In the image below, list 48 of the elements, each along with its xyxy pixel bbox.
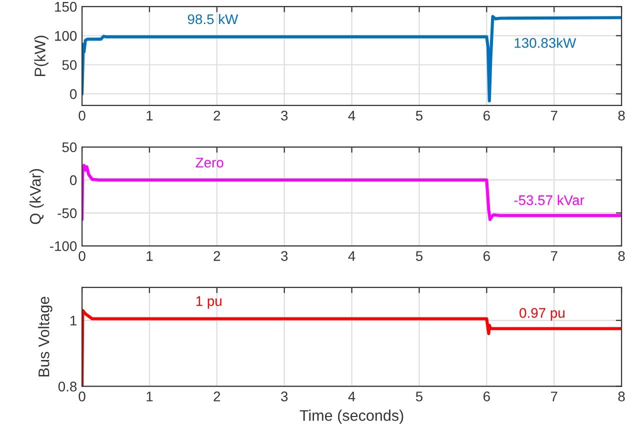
y-axis-title: Q (kVar) [30,169,44,224]
y-axis-title: Bus Voltage [38,296,52,376]
x-tick-label: 3 [281,251,288,261]
x-tick-label: 4 [348,110,356,120]
x-tick-label: 8 [618,251,625,261]
line-series [82,14,622,102]
x-tick-label: 6 [484,110,490,121]
x-tick-label: 1 [146,110,153,120]
x-tick-label: 8 [618,110,625,121]
y-tick-label: -100 [50,241,77,252]
y-axis-title: P(kW) [34,36,48,76]
x-tick-label: 4 [348,392,356,402]
x-tick-label: 5 [416,392,422,402]
x-tick-label: 6 [484,251,490,261]
y-tick-label: 50 [62,142,77,152]
annotation: 130.83kW [514,38,576,48]
annotation: -53.57 kVar [514,194,584,206]
x-tick-label: 7 [550,251,558,261]
x-tick-label: 1 [146,392,153,402]
annotation: Zero [196,158,224,168]
annotation: 98.5 kW [188,14,238,24]
y-tick-label: -50 [58,208,77,218]
x-tick-label: 7 [550,110,558,120]
x-tick-label: 6 [484,392,490,402]
x-tick-label: 2 [214,251,220,261]
y-tick-label: 1 [70,316,76,326]
y-tick-label: 150 [55,2,77,12]
annotation: 0.97 pu [520,308,564,321]
y-tick-label: 100 [55,31,77,41]
x-tick-label: 2 [214,110,220,120]
x-tick-label: 4 [348,251,356,261]
x-tick-label: 0 [78,110,86,121]
y-tick-label: 0.8 [58,382,77,392]
x-tick-label: 0 [78,251,86,261]
x-tick-label: 3 [281,110,288,121]
x-tick-label: 3 [281,392,288,402]
x-tick-label: 8 [618,392,625,402]
y-tick-label: 50 [62,60,77,70]
annotation: 1 pu [196,296,222,309]
x-axis-title: Time (seconds) [300,410,404,424]
x-tick-label: 5 [416,251,422,261]
x-tick-label: 2 [214,392,220,402]
x-tick-label: 1 [146,251,153,261]
x-tick-label: 7 [550,392,558,402]
y-tick-label: 0 [70,89,77,100]
x-tick-label: 0 [78,392,86,402]
y-tick-label: 0 [70,175,77,186]
x-tick-label: 5 [416,110,422,121]
